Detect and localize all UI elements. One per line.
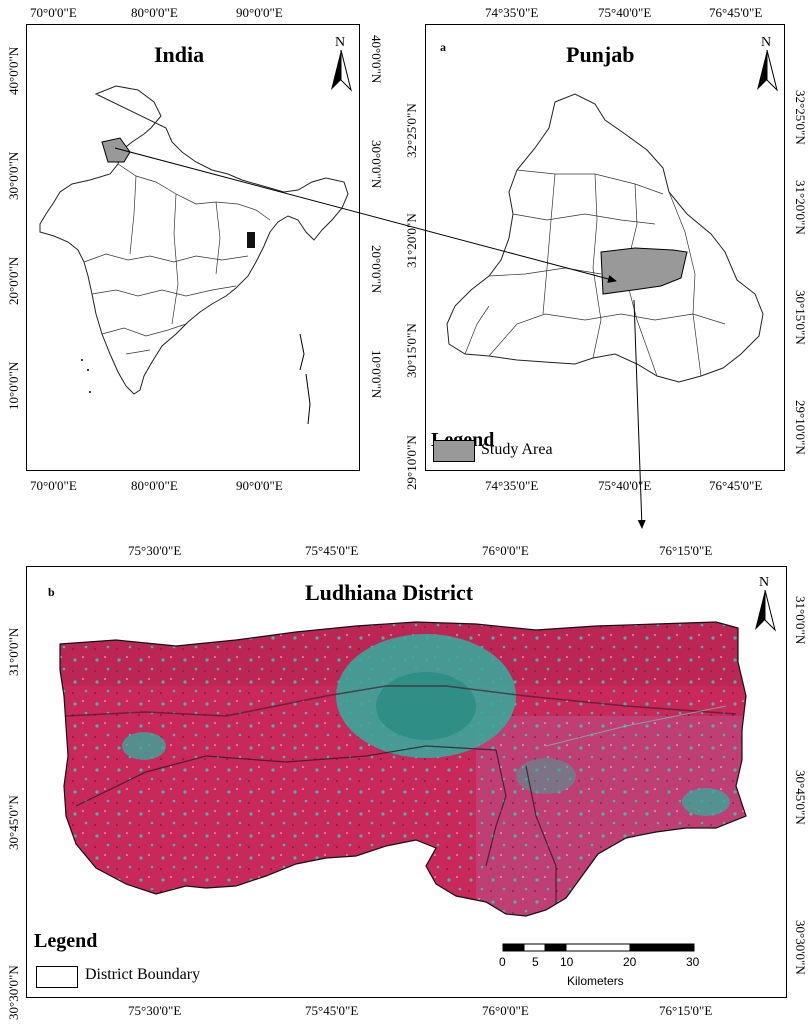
india-top-tick-3: 90°0'0"E <box>236 5 283 20</box>
india-bottom-tick-2: 80°0'0"E <box>131 478 178 493</box>
india-bottom-tick-3: 90°0'0"E <box>236 478 283 493</box>
punjab-panel-letter: a <box>440 40 446 54</box>
scale-unit: Kilometers <box>567 974 624 988</box>
study-area-label: Study Area <box>481 441 553 458</box>
ludhiana-satellite-map <box>59 621 747 917</box>
ludhiana-left-tick-2: 30°45'0"N <box>6 795 21 850</box>
punjab-title: Punjab <box>566 42 635 67</box>
ludhiana-right-tick-2: 30°45'0"N <box>793 770 808 825</box>
ludhiana-legend-title: Legend <box>34 930 98 952</box>
ludhiana-panel-letter: b <box>48 585 55 599</box>
scale-label-20: 20 <box>623 955 637 969</box>
punjab-top-tick-1: 74°35'0"E <box>485 5 539 20</box>
punjab-bottom-tick-2: 75°40'0"E <box>598 478 652 493</box>
ludhiana-top-tick-1: 75°30'0"E <box>128 543 182 558</box>
scale-label-5: 5 <box>532 955 539 969</box>
ludhiana-bottom-tick-3: 76°0'0"E <box>482 1003 529 1018</box>
ludhiana-north-label: N <box>759 575 769 590</box>
punjab-top-tick-3: 76°45'0"E <box>709 5 763 20</box>
punjab-outline-map <box>446 93 764 383</box>
punjab-bottom-tick-3: 76°45'0"E <box>709 478 763 493</box>
india-north-arrow: N <box>331 35 352 92</box>
ludhiana-bottom-tick-1: 75°30'0"E <box>128 1003 182 1018</box>
punjab-top-tick-2: 75°40'0"E <box>598 5 652 20</box>
punjab-north-arrow: N <box>757 35 778 92</box>
india-north-label: N <box>335 35 345 50</box>
district-boundary-label: District Boundary <box>85 966 201 983</box>
scale-label-0: 0 <box>499 955 506 969</box>
ludhiana-bottom-tick-4: 76°15'0"E <box>659 1003 713 1018</box>
punjab-bottom-tick-1: 74°35'0"E <box>485 478 539 493</box>
india-top-tick-2: 80°0'0"E <box>131 5 178 20</box>
ludhiana-top-tick-3: 76°0'0"E <box>482 543 529 558</box>
district-boundary-swatch <box>36 966 78 988</box>
ludhiana-left-tick-3: 30°30'0"N <box>6 965 21 1020</box>
punjab-north-label: N <box>761 35 771 50</box>
ludhiana-left-tick-1: 31°0'0"N <box>6 627 21 676</box>
india-outline-map <box>39 85 349 425</box>
ludhiana-bottom-tick-2: 75°45'0"E <box>305 1003 359 1018</box>
ludhiana-top-tick-2: 75°45'0"E <box>305 543 359 558</box>
india-top-tick-1: 70°0'0"E <box>30 5 77 20</box>
ludhiana-top-tick-4: 76°15'0"E <box>659 543 713 558</box>
india-title: India <box>154 42 205 67</box>
ludhiana-title: Ludhiana District <box>305 580 474 605</box>
scale-label-30: 30 <box>686 955 700 969</box>
scale-bar <box>502 943 695 952</box>
ludhiana-north-arrow: N <box>755 575 776 632</box>
ludhiana-right-tick-1: 31°0'0"N <box>793 596 808 645</box>
study-area-swatch <box>433 440 475 462</box>
ludhiana-right-tick-3: 30°30'0"N <box>793 920 808 975</box>
scale-label-10: 10 <box>560 955 574 969</box>
india-bottom-tick-1: 70°0'0"E <box>30 478 77 493</box>
